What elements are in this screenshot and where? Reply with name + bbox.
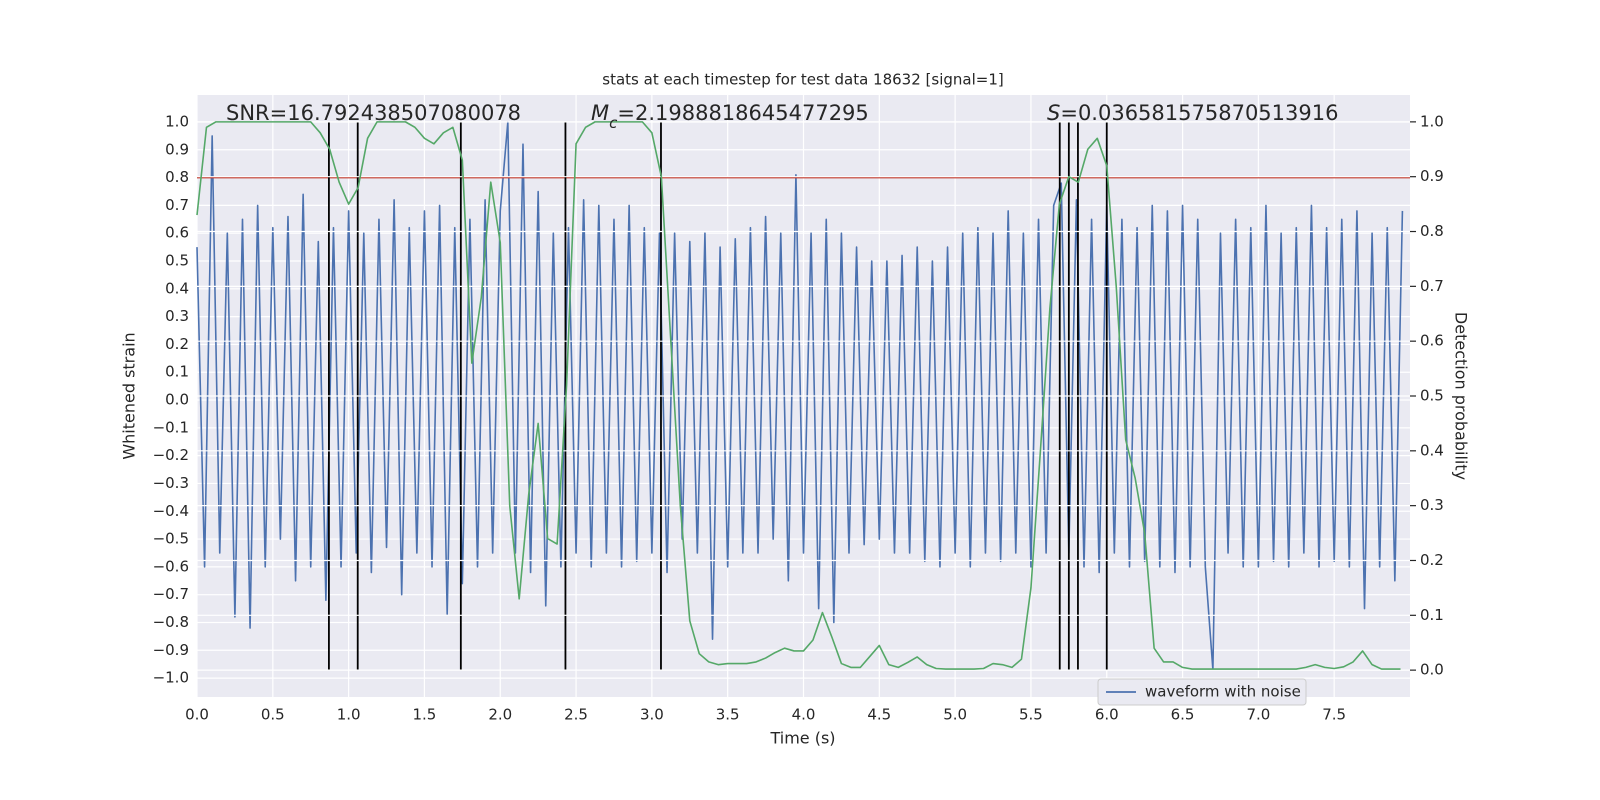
x-tick-label: 7.5 — [1322, 706, 1346, 724]
x-tick-label: 4.0 — [792, 706, 816, 724]
y-tick-label: 0.9 — [165, 140, 189, 158]
y2-tick-label: 0.9 — [1420, 167, 1444, 185]
y-tick-label: −0.4 — [153, 502, 189, 520]
y2-tick-label: 0.7 — [1420, 277, 1444, 295]
y2-tick-label: 0.5 — [1420, 387, 1444, 405]
chart-title: stats at each timestep for test data 186… — [602, 71, 1003, 89]
annotation-part: SNR=16.792438507080078 — [226, 101, 521, 125]
y2-tick-label: 0.8 — [1420, 222, 1444, 240]
annotation-part: M — [591, 101, 609, 125]
y-tick-label: 0.3 — [165, 307, 189, 325]
y2-tick-label: 0.6 — [1420, 332, 1444, 350]
y-tick-label: −0.9 — [153, 641, 189, 659]
y2-axis-label: Detection probability — [1452, 312, 1471, 480]
y-tick-label: 0.4 — [165, 279, 189, 297]
y-tick-label: −1.0 — [153, 669, 189, 687]
y-tick-label: 0.5 — [165, 252, 189, 270]
x-tick-label: 3.5 — [716, 706, 740, 724]
y-tick-label: 0.6 — [165, 224, 189, 242]
y-axis-label: Whitened strain — [120, 332, 139, 459]
annotation-part: =0.036581575870513916 — [1060, 101, 1338, 125]
y2-tick-label: 0.1 — [1420, 606, 1444, 624]
y-tick-label: −0.1 — [153, 418, 189, 436]
x-tick-label: 6.0 — [1095, 706, 1119, 724]
legend-label: waveform with noise — [1145, 683, 1301, 701]
annotation-part: =2.1988818645477295 — [617, 101, 868, 125]
x-tick-label: 5.5 — [1019, 706, 1043, 724]
x-tick-label: 3.0 — [640, 706, 664, 724]
y-tick-label: −0.8 — [153, 613, 189, 631]
y-tick-label: 0.0 — [165, 391, 189, 409]
y-tick-label: 0.2 — [165, 335, 189, 353]
y-tick-label: −0.6 — [153, 557, 189, 575]
series-line — [196, 121, 1401, 670]
x-tick-label: 5.0 — [943, 706, 967, 724]
y2-tick-label: 0.3 — [1420, 496, 1444, 514]
x-tick-label: 0.0 — [185, 706, 209, 724]
x-tick-label: 1.0 — [337, 706, 361, 724]
y2-tick-label: 0.4 — [1420, 441, 1444, 459]
annotation: S=0.036581575870513916 — [1047, 101, 1338, 125]
annotation-part: S — [1047, 101, 1060, 125]
annotation-part: c — [609, 114, 618, 132]
x-tick-label: 2.0 — [488, 706, 512, 724]
y-tick-label: −0.3 — [153, 474, 189, 492]
annotation: Mc=2.1988818645477295 — [591, 101, 869, 132]
legend-box — [1097, 678, 1307, 706]
x-tick-label: 2.5 — [564, 706, 588, 724]
x-tick-label: 4.5 — [867, 706, 891, 724]
y2-tick-label: 0.2 — [1420, 551, 1444, 569]
y-tick-label: −0.2 — [153, 446, 189, 464]
y-tick-label: 1.0 — [165, 112, 189, 130]
x-tick-label: 6.5 — [1171, 706, 1195, 724]
y2-tick-label: 1.0 — [1420, 112, 1444, 130]
x-axis-label: Time (s) — [769, 729, 835, 748]
y-tick-label: −0.7 — [153, 585, 189, 603]
y-tick-label: 0.7 — [165, 196, 189, 214]
series-line — [196, 121, 1404, 671]
y-tick-label: 0.1 — [165, 363, 189, 381]
annotation: SNR=16.792438507080078 — [226, 101, 521, 125]
y2-tick-label: 0.0 — [1420, 661, 1444, 679]
x-tick-label: 7.0 — [1246, 706, 1270, 724]
y-tick-label: −0.5 — [153, 530, 189, 548]
x-tick-label: 1.5 — [413, 706, 437, 724]
y-tick-label: 0.8 — [165, 168, 189, 186]
x-tick-label: 0.5 — [261, 706, 285, 724]
